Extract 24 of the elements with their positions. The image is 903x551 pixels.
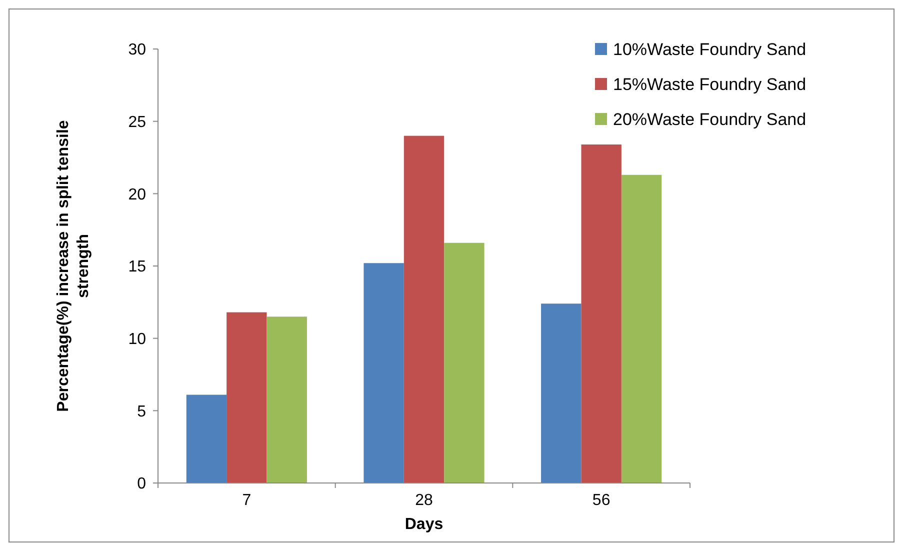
bar: [404, 136, 444, 483]
x-tick-label: 56: [592, 492, 610, 509]
y-tick-label: 5: [137, 403, 146, 420]
y-axis-title: Percentage(%) increase in split tensile strength: [55, 120, 92, 412]
x-tick-label: 28: [415, 492, 433, 509]
y-tick-label: 30: [128, 42, 146, 59]
y-tick-label: 0: [137, 476, 146, 493]
legend-label: 15%Waste Foundry Sand: [613, 74, 806, 94]
y-tick-label: 25: [128, 114, 146, 131]
legend-label: 20%Waste Foundry Sand: [613, 110, 806, 129]
bar: [444, 242, 484, 483]
y-tick-label: 10: [128, 330, 146, 348]
bar: [541, 304, 582, 483]
bar: [266, 316, 307, 483]
bar: [226, 312, 267, 483]
bar: [621, 174, 662, 483]
bar: [186, 394, 227, 483]
y-tick-label: 15: [128, 258, 146, 276]
x-axis-title: Days: [404, 516, 444, 533]
x-tick-label: 7: [242, 492, 252, 509]
legend-label: 10%Waste Foundry Sand: [613, 40, 806, 59]
y-tick-label: 20: [128, 186, 146, 204]
bar: [364, 263, 404, 483]
bar: [581, 144, 622, 483]
